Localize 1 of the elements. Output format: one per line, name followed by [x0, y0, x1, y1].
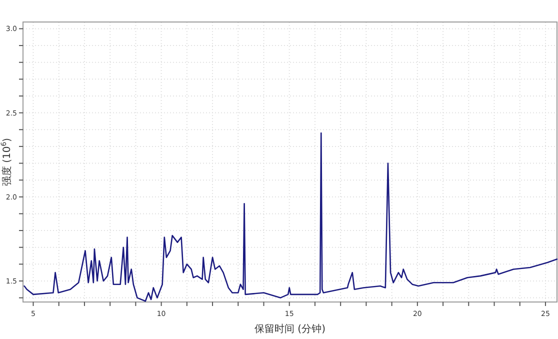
xlabel: 保留时间 (分钟) — [254, 324, 326, 335]
